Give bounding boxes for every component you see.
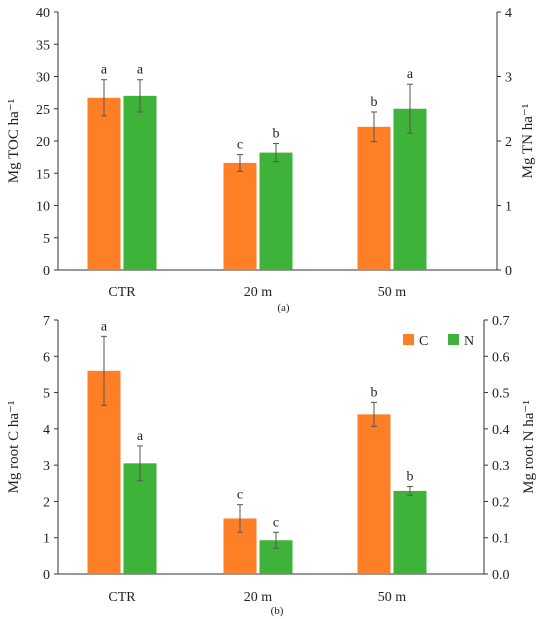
right-tick-label: 4: [505, 6, 512, 21]
legend-swatch-c: [403, 334, 414, 345]
right-tick-label: 0.2: [492, 495, 510, 510]
bar-c-2: [357, 126, 391, 270]
panel-b-chart: 0 1 2 3 4 5 6 7 0.0 0.1 0.2 0.3 0.4 0.5 0.6 0.7 Mg root …: [6, 314, 537, 617]
left-axis-title: Mg root C ha⁻¹: [6, 401, 22, 494]
category-label: 50 m: [378, 590, 407, 605]
right-tick-label: 0.6: [492, 350, 510, 365]
right-tick-label: 0.0: [492, 568, 510, 583]
bar-c-0: [87, 97, 121, 270]
right-tick-label: 2: [505, 135, 512, 150]
bar-c-2: [357, 414, 391, 574]
left-axis-title: Mg TOC ha⁻¹: [6, 99, 22, 183]
right-tick-label: 0.4: [492, 423, 510, 438]
significance-letter: b: [371, 95, 378, 110]
left-tick-label: 4: [43, 423, 50, 438]
left-tick-label: 35: [36, 38, 50, 53]
right-tick-label: 1: [505, 200, 512, 215]
left-tick-label: 30: [36, 71, 50, 86]
left-tick-label: 5: [43, 232, 50, 247]
category-label: 20 m: [244, 285, 273, 300]
left-tick-label: 40: [36, 6, 50, 21]
category-label: 20 m: [244, 590, 273, 605]
right-tick-label: 0.1: [492, 532, 510, 547]
bar-n-2: [393, 490, 427, 574]
left-tick-label: 2: [43, 495, 50, 510]
category-label: CTR: [108, 285, 136, 300]
right-axis-title: Mg root N ha⁻¹: [521, 400, 537, 494]
right-tick-label: 0.5: [492, 387, 510, 402]
right-tick-label: 0: [505, 264, 512, 279]
bar-n-2: [393, 108, 427, 270]
bar-n-0: [123, 463, 157, 574]
significance-letter: b: [273, 127, 280, 142]
left-tick-label: 20: [36, 135, 50, 150]
left-tick-label: 0: [43, 264, 50, 279]
significance-letter: b: [371, 385, 378, 400]
right-tick-label: 3: [505, 71, 512, 86]
significance-letter: a: [101, 319, 108, 334]
panel-label-a: (a): [277, 302, 290, 314]
significance-letter: c: [273, 515, 279, 530]
left-tick-label: 1: [43, 532, 50, 547]
left-tick-label: 6: [43, 350, 50, 365]
significance-letter: a: [101, 63, 108, 78]
right-axis-title: Mg TN ha⁻¹: [520, 104, 536, 179]
right-tick-label: 0.3: [492, 459, 510, 474]
significance-letter: a: [137, 429, 144, 444]
left-tick-label: 0: [43, 568, 50, 583]
significance-letter: a: [137, 63, 144, 78]
panel-a-chart: 0 5 10 15 20 25 30 35 40 0 1 2 3 4 Mg TOC ha⁻¹ Mg TN ha…: [6, 6, 536, 314]
left-tick-label: 5: [43, 387, 50, 402]
bar-n-1: [259, 152, 293, 270]
legend-label-c: C: [419, 334, 428, 349]
left-tick-label: 10: [36, 200, 50, 215]
left-tick-label: 25: [36, 103, 50, 118]
category-label: 50 m: [378, 285, 407, 300]
significance-letter: c: [237, 488, 243, 503]
category-label: CTR: [108, 590, 136, 605]
left-tick-label: 3: [43, 459, 50, 474]
significance-letter: a: [407, 67, 414, 82]
left-tick-label: 7: [43, 314, 50, 329]
legend-swatch-n: [448, 334, 459, 345]
bar-n-0: [123, 95, 157, 270]
right-tick-label: 0.7: [492, 314, 510, 329]
legend-label-n: N: [464, 334, 474, 349]
panel-label-b: (b): [271, 605, 284, 617]
significance-letter: c: [237, 138, 243, 153]
left-tick-label: 15: [36, 167, 50, 182]
significance-letter: b: [407, 470, 414, 485]
bar-c-1: [223, 162, 257, 270]
